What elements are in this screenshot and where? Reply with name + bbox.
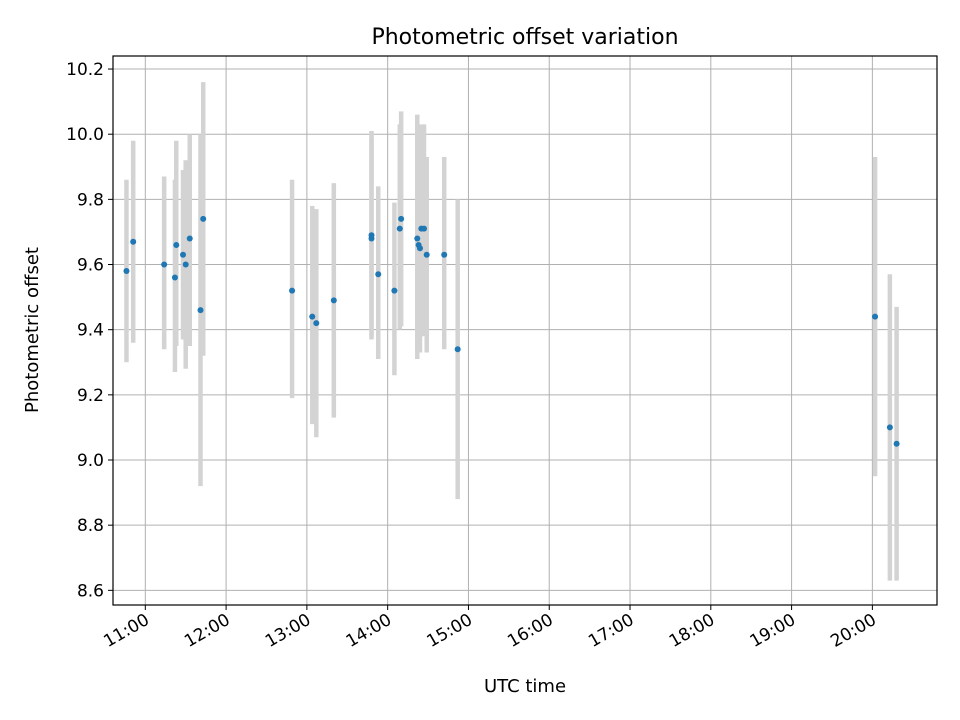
y-tick-label: 9.8: [77, 190, 104, 210]
data-point: [893, 440, 900, 447]
data-point: [368, 232, 375, 239]
data-point: [391, 287, 398, 294]
y-axis-ticks: 8.6 8.8 9.0 9.2 9.4 9.6 9.8 10.0 10.2: [66, 60, 113, 601]
data-point: [171, 274, 178, 281]
data-point: [289, 287, 296, 294]
data-point: [182, 261, 189, 268]
y-tick-label: 8.6: [77, 581, 104, 601]
x-axis-label: UTC time: [484, 676, 566, 697]
data-points: [123, 215, 900, 447]
data-point: [173, 241, 180, 248]
data-point: [375, 271, 382, 278]
chart-title: Photometric offset variation: [371, 25, 678, 50]
y-tick-label: 9.6: [77, 256, 104, 276]
data-point: [197, 307, 204, 314]
data-point: [423, 251, 430, 258]
y-tick-label: 9.4: [77, 321, 104, 341]
data-point: [414, 235, 421, 242]
data-point: [330, 297, 337, 304]
data-point: [130, 238, 137, 245]
data-point: [123, 268, 130, 275]
data-point: [421, 225, 428, 232]
y-tick-label: 10.0: [66, 125, 104, 145]
data-point: [441, 251, 448, 258]
data-point: [186, 235, 193, 242]
data-point: [416, 245, 423, 252]
data-point: [398, 215, 405, 222]
y-tick-label: 9.2: [77, 386, 104, 406]
data-point: [872, 313, 879, 320]
data-point: [886, 424, 893, 431]
data-point: [396, 225, 403, 232]
data-point: [309, 313, 316, 320]
data-point: [200, 215, 207, 222]
y-axis-label: Photometric offset: [22, 247, 43, 413]
grid-lines: [113, 56, 937, 605]
data-point: [161, 261, 168, 268]
y-tick-label: 10.2: [66, 60, 104, 80]
data-point: [180, 251, 187, 258]
data-point: [454, 346, 461, 353]
plot-frame: [112, 55, 938, 606]
data-point: [313, 320, 320, 327]
y-tick-label: 9.0: [77, 451, 104, 471]
y-tick-label: 8.8: [77, 516, 104, 536]
